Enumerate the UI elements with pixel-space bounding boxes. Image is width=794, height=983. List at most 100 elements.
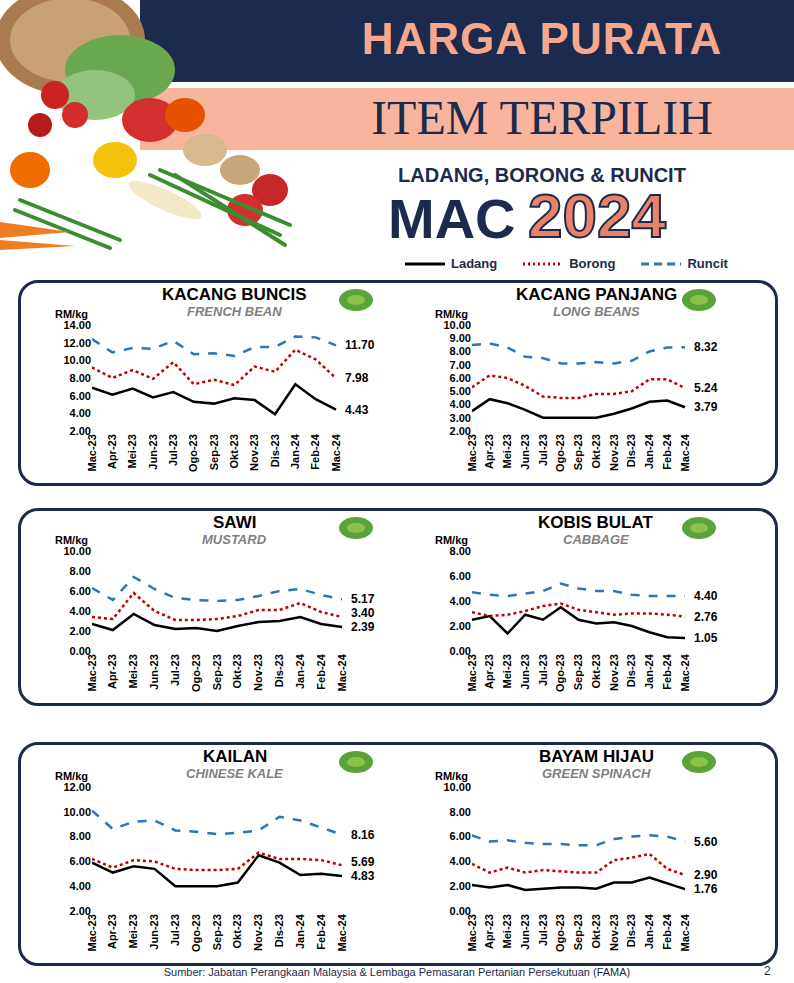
svg-text:GREEN SPINACH: GREEN SPINACH xyxy=(542,766,651,781)
svg-text:6.00: 6.00 xyxy=(70,855,91,867)
svg-text:Jul-23: Jul-23 xyxy=(167,434,179,466)
svg-text:Feb-24: Feb-24 xyxy=(661,913,673,949)
svg-text:Jul-23: Jul-23 xyxy=(169,914,181,946)
svg-text:Apr-23: Apr-23 xyxy=(106,654,118,689)
svg-text:2.00: 2.00 xyxy=(70,625,91,637)
svg-text:Mac-23: Mac-23 xyxy=(466,434,478,471)
svg-text:6.00: 6.00 xyxy=(70,585,91,597)
svg-text:Jun-23: Jun-23 xyxy=(148,914,160,949)
svg-text:5.69: 5.69 xyxy=(351,855,375,869)
svg-text:Dis-23: Dis-23 xyxy=(625,654,637,687)
svg-text:Ogo-23: Ogo-23 xyxy=(554,654,566,692)
svg-text:5.17: 5.17 xyxy=(351,592,375,606)
svg-text:Mei-23: Mei-23 xyxy=(501,434,513,468)
svg-text:FRENCH BEAN: FRENCH BEAN xyxy=(187,304,282,319)
svg-text:Jan-24: Jan-24 xyxy=(643,433,655,469)
svg-text:8.00: 8.00 xyxy=(70,830,91,842)
svg-text:KACANG PANJANG: KACANG PANJANG xyxy=(516,285,677,304)
svg-text:4.00: 4.00 xyxy=(70,407,91,419)
svg-text:5.60: 5.60 xyxy=(694,835,718,849)
svg-text:8.00: 8.00 xyxy=(450,806,471,818)
svg-text:Jul-23: Jul-23 xyxy=(537,914,549,946)
svg-text:Mac-23: Mac-23 xyxy=(86,914,98,951)
svg-text:5.24: 5.24 xyxy=(694,381,718,395)
svg-text:CHINESE KALE: CHINESE KALE xyxy=(186,766,283,781)
svg-text:KACANG BUNCIS: KACANG BUNCIS xyxy=(162,285,307,304)
svg-text:Jan-24: Jan-24 xyxy=(289,433,301,469)
svg-text:2.90: 2.90 xyxy=(694,868,718,882)
svg-text:2.00: 2.00 xyxy=(450,620,471,632)
svg-text:0.00: 0.00 xyxy=(450,645,471,657)
svg-text:Okt-23: Okt-23 xyxy=(590,914,602,948)
svg-text:Mei-23: Mei-23 xyxy=(501,654,513,688)
svg-text:Apr-23: Apr-23 xyxy=(483,914,495,949)
svg-text:8.00: 8.00 xyxy=(450,545,471,557)
svg-text:LONG BEANS: LONG BEANS xyxy=(553,304,640,319)
svg-text:Ogo-23: Ogo-23 xyxy=(187,434,199,472)
svg-text:Jun-23: Jun-23 xyxy=(148,654,160,689)
svg-text:8.00: 8.00 xyxy=(70,565,91,577)
svg-text:Jun-23: Jun-23 xyxy=(519,654,531,689)
svg-text:RM/kg: RM/kg xyxy=(55,308,88,320)
svg-text:RM/kg: RM/kg xyxy=(435,534,468,546)
svg-text:7.00: 7.00 xyxy=(450,359,471,371)
svg-text:Mei-23: Mei-23 xyxy=(126,434,138,468)
svg-text:0.00: 0.00 xyxy=(70,645,91,657)
svg-text:Sep-23: Sep-23 xyxy=(211,914,223,950)
svg-text:Mac-23: Mac-23 xyxy=(466,654,478,691)
svg-text:Jul-23: Jul-23 xyxy=(537,654,549,686)
svg-text:Okt-23: Okt-23 xyxy=(231,654,243,688)
svg-text:Mei-23: Mei-23 xyxy=(501,914,513,948)
svg-text:Okt-23: Okt-23 xyxy=(231,914,243,948)
svg-text:2.00: 2.00 xyxy=(450,425,471,437)
svg-text:Feb-24: Feb-24 xyxy=(661,653,673,689)
svg-text:Mac-23: Mac-23 xyxy=(466,914,478,951)
svg-text:3.00: 3.00 xyxy=(450,412,471,424)
svg-text:12.00: 12.00 xyxy=(63,337,91,349)
svg-text:8.00: 8.00 xyxy=(70,372,91,384)
svg-text:Mac-23: Mac-23 xyxy=(86,434,98,471)
svg-text:Mac-23: Mac-23 xyxy=(86,654,98,691)
svg-text:Dis-23: Dis-23 xyxy=(625,914,637,947)
svg-text:CABBAGE: CABBAGE xyxy=(563,532,629,547)
svg-text:Jun-23: Jun-23 xyxy=(519,914,531,949)
svg-text:Jun-23: Jun-23 xyxy=(519,434,531,469)
svg-text:11.70: 11.70 xyxy=(345,338,375,352)
svg-text:Jun-23: Jun-23 xyxy=(147,434,159,469)
svg-text:Sep-23: Sep-23 xyxy=(208,434,220,470)
svg-text:2.00: 2.00 xyxy=(70,425,91,437)
svg-text:4.00: 4.00 xyxy=(450,595,471,607)
svg-text:RM/kg: RM/kg xyxy=(435,770,468,782)
svg-text:Dis-23: Dis-23 xyxy=(273,914,285,947)
svg-text:Sep-23: Sep-23 xyxy=(572,914,584,950)
svg-text:9.00: 9.00 xyxy=(450,332,471,344)
svg-text:BAYAM HIJAU: BAYAM HIJAU xyxy=(539,747,654,766)
svg-text:3.79: 3.79 xyxy=(694,400,718,414)
svg-text:2.00: 2.00 xyxy=(450,880,471,892)
svg-text:KAILAN: KAILAN xyxy=(203,747,267,766)
svg-text:Sep-23: Sep-23 xyxy=(211,654,223,690)
svg-text:Jan-24: Jan-24 xyxy=(294,913,306,949)
svg-text:14.00: 14.00 xyxy=(63,319,91,331)
svg-text:Jul-23: Jul-23 xyxy=(537,434,549,466)
svg-text:4.40: 4.40 xyxy=(694,589,718,603)
svg-text:Okt-23: Okt-23 xyxy=(590,434,602,468)
svg-text:Apr-23: Apr-23 xyxy=(106,434,118,469)
svg-text:4.00: 4.00 xyxy=(450,398,471,410)
svg-text:8.16: 8.16 xyxy=(351,828,375,842)
svg-text:KOBIS BULAT: KOBIS BULAT xyxy=(538,513,654,532)
svg-text:Sep-23: Sep-23 xyxy=(572,654,584,690)
svg-text:Jan-24: Jan-24 xyxy=(294,653,306,689)
svg-text:Dis-23: Dis-23 xyxy=(625,434,637,467)
svg-text:12.00: 12.00 xyxy=(63,781,91,793)
svg-text:Nov-23: Nov-23 xyxy=(248,434,260,471)
svg-text:1.05: 1.05 xyxy=(694,631,718,645)
svg-text:RM/kg: RM/kg xyxy=(55,534,88,546)
svg-text:Jul-23: Jul-23 xyxy=(169,654,181,686)
svg-text:2.76: 2.76 xyxy=(694,610,718,624)
svg-text:Mac-24: Mac-24 xyxy=(679,653,691,691)
svg-text:Mei-23: Mei-23 xyxy=(127,914,139,948)
svg-text:Mac-24: Mac-24 xyxy=(679,913,691,951)
svg-text:Mac-24: Mac-24 xyxy=(679,433,691,471)
svg-text:Jan-24: Jan-24 xyxy=(643,653,655,689)
